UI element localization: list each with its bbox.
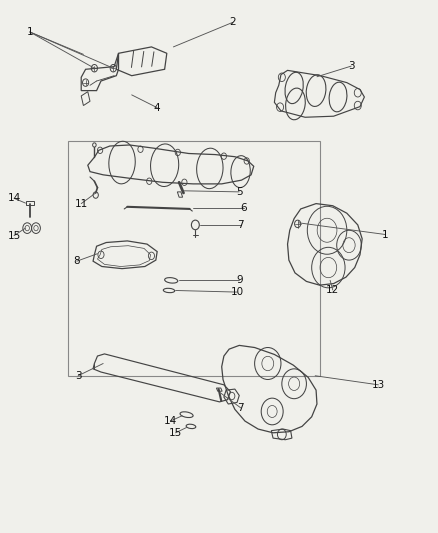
Text: 15: 15 [169, 428, 182, 438]
Text: 1: 1 [381, 230, 388, 239]
Text: 13: 13 [371, 380, 384, 390]
Text: 11: 11 [74, 199, 88, 208]
Bar [68, 141, 320, 376]
Text: 3: 3 [347, 61, 354, 71]
Text: 14: 14 [7, 193, 21, 203]
Text: 4: 4 [153, 103, 160, 112]
Text: 12: 12 [325, 285, 339, 295]
Text: 9: 9 [235, 276, 242, 285]
Text: 5: 5 [235, 187, 242, 197]
Text: 15: 15 [7, 231, 21, 240]
Text: 10: 10 [230, 287, 243, 297]
Text: 14: 14 [163, 416, 177, 426]
Text: 3: 3 [74, 371, 81, 381]
Text: 7: 7 [237, 220, 244, 230]
Text: 1: 1 [26, 27, 33, 37]
Text: 2: 2 [229, 18, 236, 27]
Text: 8: 8 [73, 256, 80, 266]
Text: 7: 7 [237, 403, 244, 413]
Text: 6: 6 [240, 203, 247, 213]
